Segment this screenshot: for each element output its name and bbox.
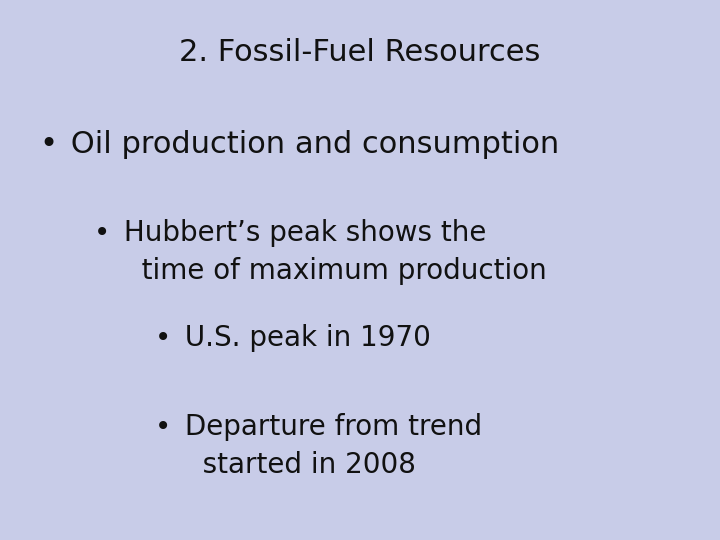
Text: U.S. peak in 1970: U.S. peak in 1970 [176, 324, 431, 352]
Text: Departure from trend
   started in 2008: Departure from trend started in 2008 [176, 413, 482, 479]
Text: •: • [155, 413, 171, 441]
Text: •: • [94, 219, 110, 247]
Text: Oil production and consumption: Oil production and consumption [61, 130, 559, 159]
Text: Hubbert’s peak shows the
   time of maximum production: Hubbert’s peak shows the time of maximum… [115, 219, 547, 285]
Text: 2. Fossil-Fuel Resources: 2. Fossil-Fuel Resources [179, 38, 541, 67]
Text: •: • [155, 324, 171, 352]
Text: •: • [40, 130, 58, 159]
